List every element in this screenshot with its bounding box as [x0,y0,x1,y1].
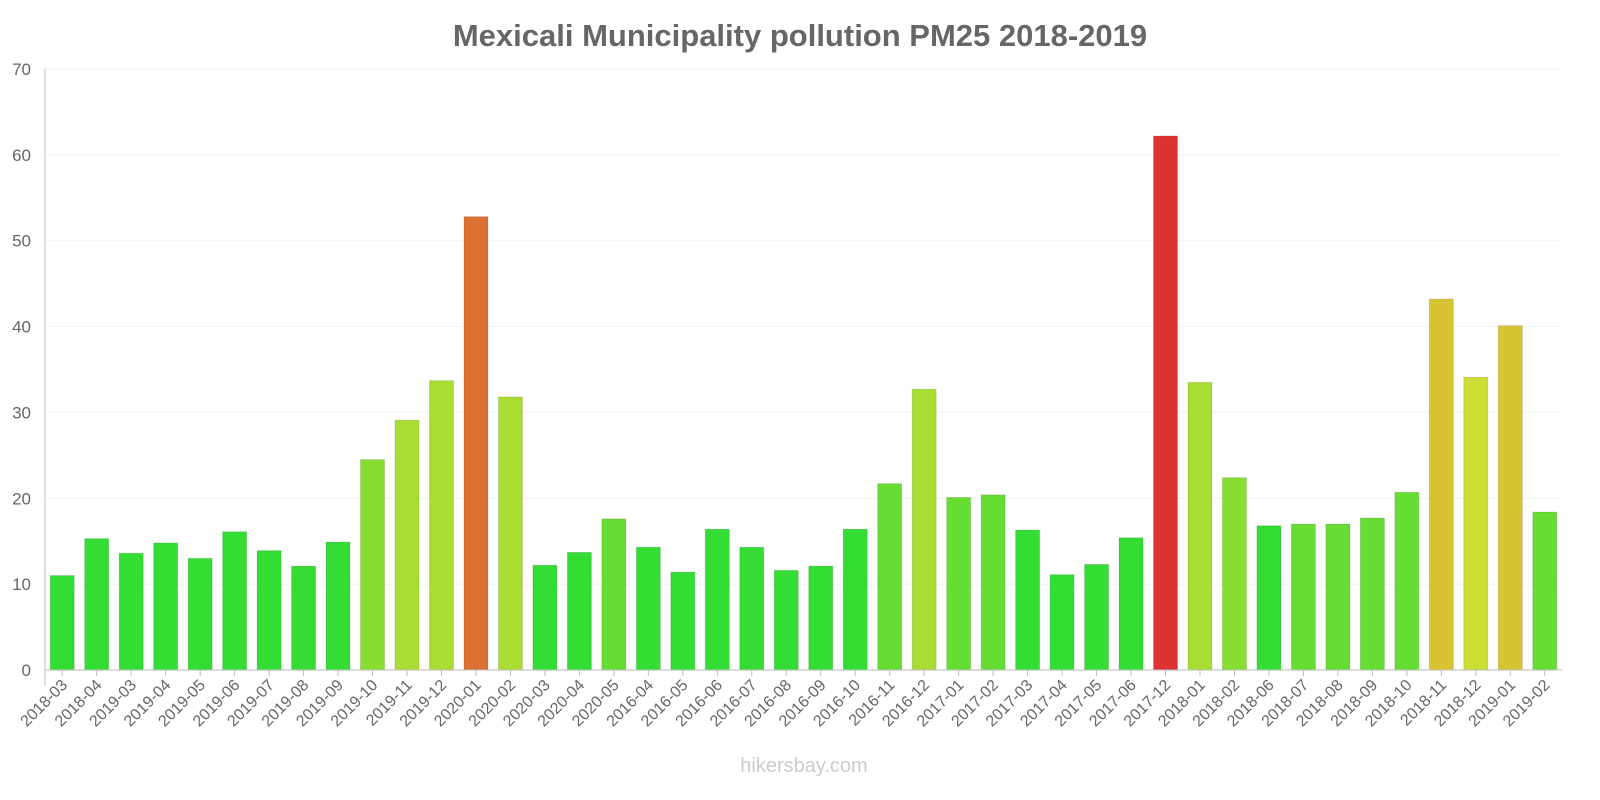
bar: 2016-04: 14.3 [635,546,661,671]
bar: 2016-06: 16.4 [704,528,730,671]
y-tick-label: 60 [12,146,31,165]
bar: 2018-08: 17 [1325,523,1351,671]
bar: 2020-03: 12.2 [532,564,558,671]
bar: 2018-11: 43.2 [1428,298,1454,671]
bar: 2018-09: 17.7 [1359,517,1385,671]
y-tick-label: 40 [12,318,31,337]
bar: 2018-03: 11 [49,575,75,671]
bar: 2020-04: 13.7 [566,551,592,671]
bar: 2019-07: 13.9 [256,550,282,671]
y-tick-label: 50 [12,232,31,251]
bar: 2019-08: 12.1 [291,565,317,671]
chart-title: Mexicali Municipality pollution PM25 201… [453,18,1147,53]
bar: 2016-07: 14.3 [739,546,765,671]
y-tick-label: 20 [12,489,31,508]
bar: 2016-10: 16.4 [842,528,868,671]
bar: 2016-08: 11.6 [773,569,799,671]
bar: 2016-11: 21.7 [877,483,903,671]
x-axis: 2018-032018-042019-032019-042019-052019-… [18,669,1562,730]
bar: 2018-06: 16.8 [1256,525,1282,671]
bar: 2019-06: 16.1 [222,531,248,671]
bar: 2016-05: 11.4 [670,571,696,671]
bar: 2016-12: 32.7 [911,388,937,671]
y-tick-label: 30 [12,403,31,422]
gridlines [45,68,1562,585]
y-tick-label: 0 [22,661,31,680]
bar: 2020-02: 31.8 [497,396,523,671]
watermark: hikersbay.com [740,755,867,777]
bar: 2017-06: 15.4 [1118,537,1144,671]
bar: 2017-02: 20.4 [980,494,1006,671]
bar: 2019-10: 24.5 [360,459,386,671]
y-axis: 0 10 20 30 40 50 60 70 [12,60,46,686]
bar: 2018-07: 17 [1290,523,1316,671]
bars: 2018-03: 11 2018-04: 15.3 2019-03: 13.6 201… [49,135,1558,671]
bar: 2017-12: 62.2 [1153,135,1179,671]
bar: 2019-12: 33.7 [428,380,454,671]
bar: 2018-01: 33.5 [1187,381,1213,671]
bar: 2019-11: 29.1 [394,419,420,671]
y-tick-label: 10 [12,575,31,594]
bar: 2017-03: 16.3 [1015,529,1041,671]
bar: 2017-05: 12.3 [1084,563,1110,671]
bar: 2020-01: 52.8 [463,216,489,671]
bar: 2019-05: 13 [187,557,213,671]
y-tick-label: 70 [12,60,31,79]
bar: 2016-09: 12.1 [808,565,834,671]
bar: 2018-02: 22.4 [1221,477,1247,671]
bar: 2019-09: 14.9 [325,541,351,671]
bar: 2018-10: 20.7 [1394,491,1420,671]
bar: 2019-04: 14.8 [153,542,179,671]
bar: 2017-04: 11.1 [1049,574,1075,671]
bar: 2019-01: 40.1 [1497,325,1523,671]
bar: 2020-05: 17.6 [601,518,627,671]
bar: 2018-04: 15.3 [84,538,110,671]
bar: 2019-03: 13.6 [118,552,144,671]
bar: 2019-02: 18.4 [1532,511,1558,671]
bar: 2017-01: 20.1 [946,496,972,671]
bar: 2018-12: 34.1 [1463,376,1489,671]
